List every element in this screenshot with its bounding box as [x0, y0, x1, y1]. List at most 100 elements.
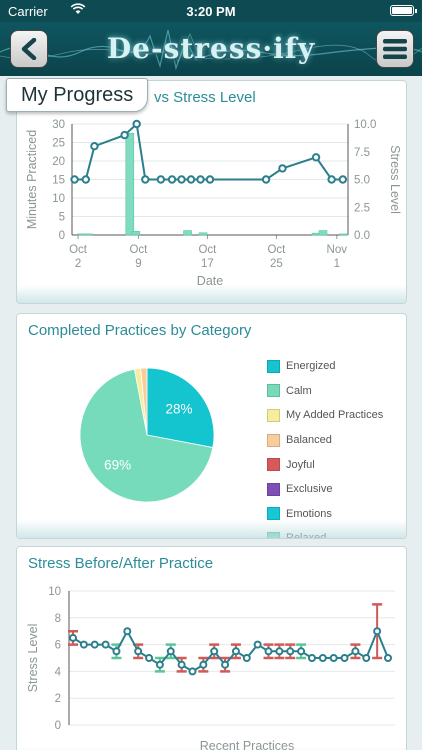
x-tick-label: 25: [270, 258, 283, 270]
stress-point: [261, 175, 271, 184]
app-logo: De-stress·ify: [106, 32, 316, 65]
stress-point: [112, 647, 121, 656]
legend-label: Relaxed: [286, 532, 327, 539]
menu-button[interactable]: [376, 30, 414, 68]
x-axis-label: Date: [197, 274, 223, 288]
legend-label: Energized: [286, 360, 336, 373]
legend-label: Balanced: [286, 434, 332, 447]
stress-point: [155, 660, 164, 669]
x-tick-label: Nov: [327, 244, 348, 256]
legend-item: Emotions: [267, 502, 383, 527]
x-tick-label: Oct: [69, 244, 88, 256]
y-tick-label: 0: [55, 720, 61, 732]
y-tick-label: 15: [52, 175, 65, 187]
x-axis-label: Recent Practices: [200, 739, 294, 750]
stress-point: [199, 660, 208, 669]
stress-point: [351, 647, 360, 656]
legend-item: Relaxed: [267, 526, 383, 539]
legend-swatch: [267, 482, 280, 496]
legend-item: Exclusive: [267, 477, 383, 502]
y2-tick-label: 2.5: [354, 202, 370, 214]
legend-swatch: [267, 408, 280, 422]
stress-point: [132, 119, 141, 129]
stress-point: [141, 175, 150, 184]
legend-swatch: [267, 458, 280, 472]
stress-point: [221, 660, 230, 669]
stress-point: [156, 175, 166, 184]
stress-point: [297, 647, 306, 656]
x-tick-label: Oct: [129, 244, 148, 256]
stress-point: [167, 175, 177, 184]
legend-item: Joyful: [267, 452, 383, 477]
legend-item: My Added Practices: [267, 403, 383, 428]
y2-tick-label: 10.0: [354, 119, 376, 131]
stress-point: [90, 141, 99, 151]
stress-point: [196, 175, 205, 184]
stress-point: [205, 175, 215, 184]
stress-point: [134, 647, 143, 656]
category-chart-title: Completed Practices by Category: [28, 322, 252, 339]
stress-point: [231, 647, 240, 656]
x-tick-label: 17: [201, 258, 214, 270]
y2-tick-label: 5.0: [354, 175, 370, 187]
stress-point: [329, 654, 338, 662]
stress-point: [79, 640, 88, 649]
y-tick-label: 0: [59, 230, 65, 242]
y-tick-label: 25: [52, 138, 65, 150]
stress-point: [188, 667, 197, 676]
y2-axis-label: Stress Level: [388, 145, 402, 214]
y-tick-label: 5: [59, 212, 65, 224]
legend-label: Joyful: [286, 458, 315, 471]
legend-swatch: [267, 359, 280, 373]
legend-swatch: [267, 433, 280, 447]
y-tick-label: 6: [55, 640, 61, 652]
stress-series-line: [74, 121, 343, 181]
legend-item: Energized: [267, 354, 383, 379]
pie-slice: [146, 367, 215, 449]
progress-chart: 0 5 10 15 20 25 30 0.0 2.5 5.0 7.5 10.0 Oct 2 Oct 9 Oct 1…: [25, 119, 402, 288]
y-axis-label: Minutes Practiced: [25, 130, 39, 229]
minutes-bar: [339, 233, 348, 236]
legend-swatch: [267, 384, 280, 398]
legend-item: Calm: [267, 379, 383, 404]
minutes-bar: [183, 230, 192, 236]
stress-point: [123, 627, 132, 636]
back-button[interactable]: [10, 30, 48, 68]
minutes-bar: [125, 132, 135, 236]
y-axis-label: Stress Level: [26, 624, 40, 693]
minutes-bar: [131, 231, 141, 236]
pie-slice: [140, 367, 148, 436]
y-tick-label: 2: [55, 693, 61, 705]
minutes-bar: [318, 230, 328, 236]
stress-point: [275, 647, 284, 656]
stress-point: [166, 647, 175, 656]
minutes-bar: [84, 233, 93, 236]
app-header: De-stress·ify: [0, 22, 422, 76]
stress-chart-title: Stress Before/After Practice: [28, 555, 214, 572]
legend-item: Balanced: [267, 428, 383, 453]
category-card: Completed Practices by Category 28% 69% E…: [16, 313, 407, 539]
stress-point: [286, 647, 295, 656]
stress-point: [69, 633, 77, 642]
clock: 3:20 PM: [186, 4, 236, 19]
stress-point: [264, 647, 273, 656]
legend-swatch: [267, 507, 280, 521]
stress-point: [327, 175, 336, 184]
stress-point: [90, 640, 99, 649]
stress-point: [70, 175, 79, 184]
stress-card: Stress Before/After Practice 0 2 4 6 8 10 Stre…: [16, 546, 407, 750]
progress-chart-title: vs Stress Level: [154, 89, 256, 106]
stress-point: [278, 164, 287, 173]
stress-point: [362, 654, 371, 662]
stress-point: [120, 130, 129, 140]
status-bar: Carrier 3:20 PM: [0, 0, 422, 22]
y-tick-label: 4: [55, 666, 62, 678]
stress-point: [81, 175, 91, 184]
stress-point: [242, 654, 251, 662]
stress-point: [253, 640, 262, 649]
x-tick-label: Oct: [198, 244, 217, 256]
legend-label: My Added Practices: [286, 409, 384, 422]
stress-point: [318, 654, 327, 662]
y-tick-label: 20: [52, 156, 65, 168]
pie-slice-label: 69%: [104, 457, 131, 472]
